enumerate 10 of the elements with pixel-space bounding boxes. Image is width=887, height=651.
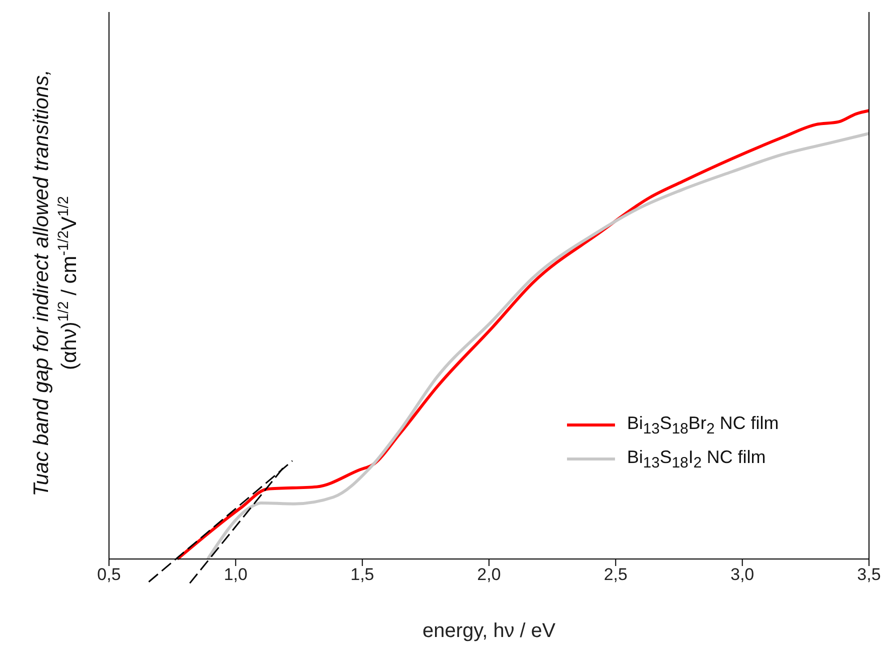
x-tick-label: 0,5	[97, 565, 121, 584]
legend-label: Bi$_{13}$S$_{18}$Br$_{2}$ NC film	[627, 412, 779, 438]
x-tick-label: 2,0	[477, 565, 501, 584]
x-tick-label: 3,0	[730, 565, 754, 584]
x-axis-title: energy, hν / eV	[422, 620, 556, 642]
x-tick-label: 1,5	[350, 565, 374, 584]
x-tick-label: 3,5	[857, 565, 881, 584]
legend-label: Bi$_{13}$S$_{18}$I$_{2}$ NC film	[627, 446, 766, 472]
x-tick-label: 1,0	[224, 565, 248, 584]
x-tick-label: 2,5	[604, 565, 628, 584]
